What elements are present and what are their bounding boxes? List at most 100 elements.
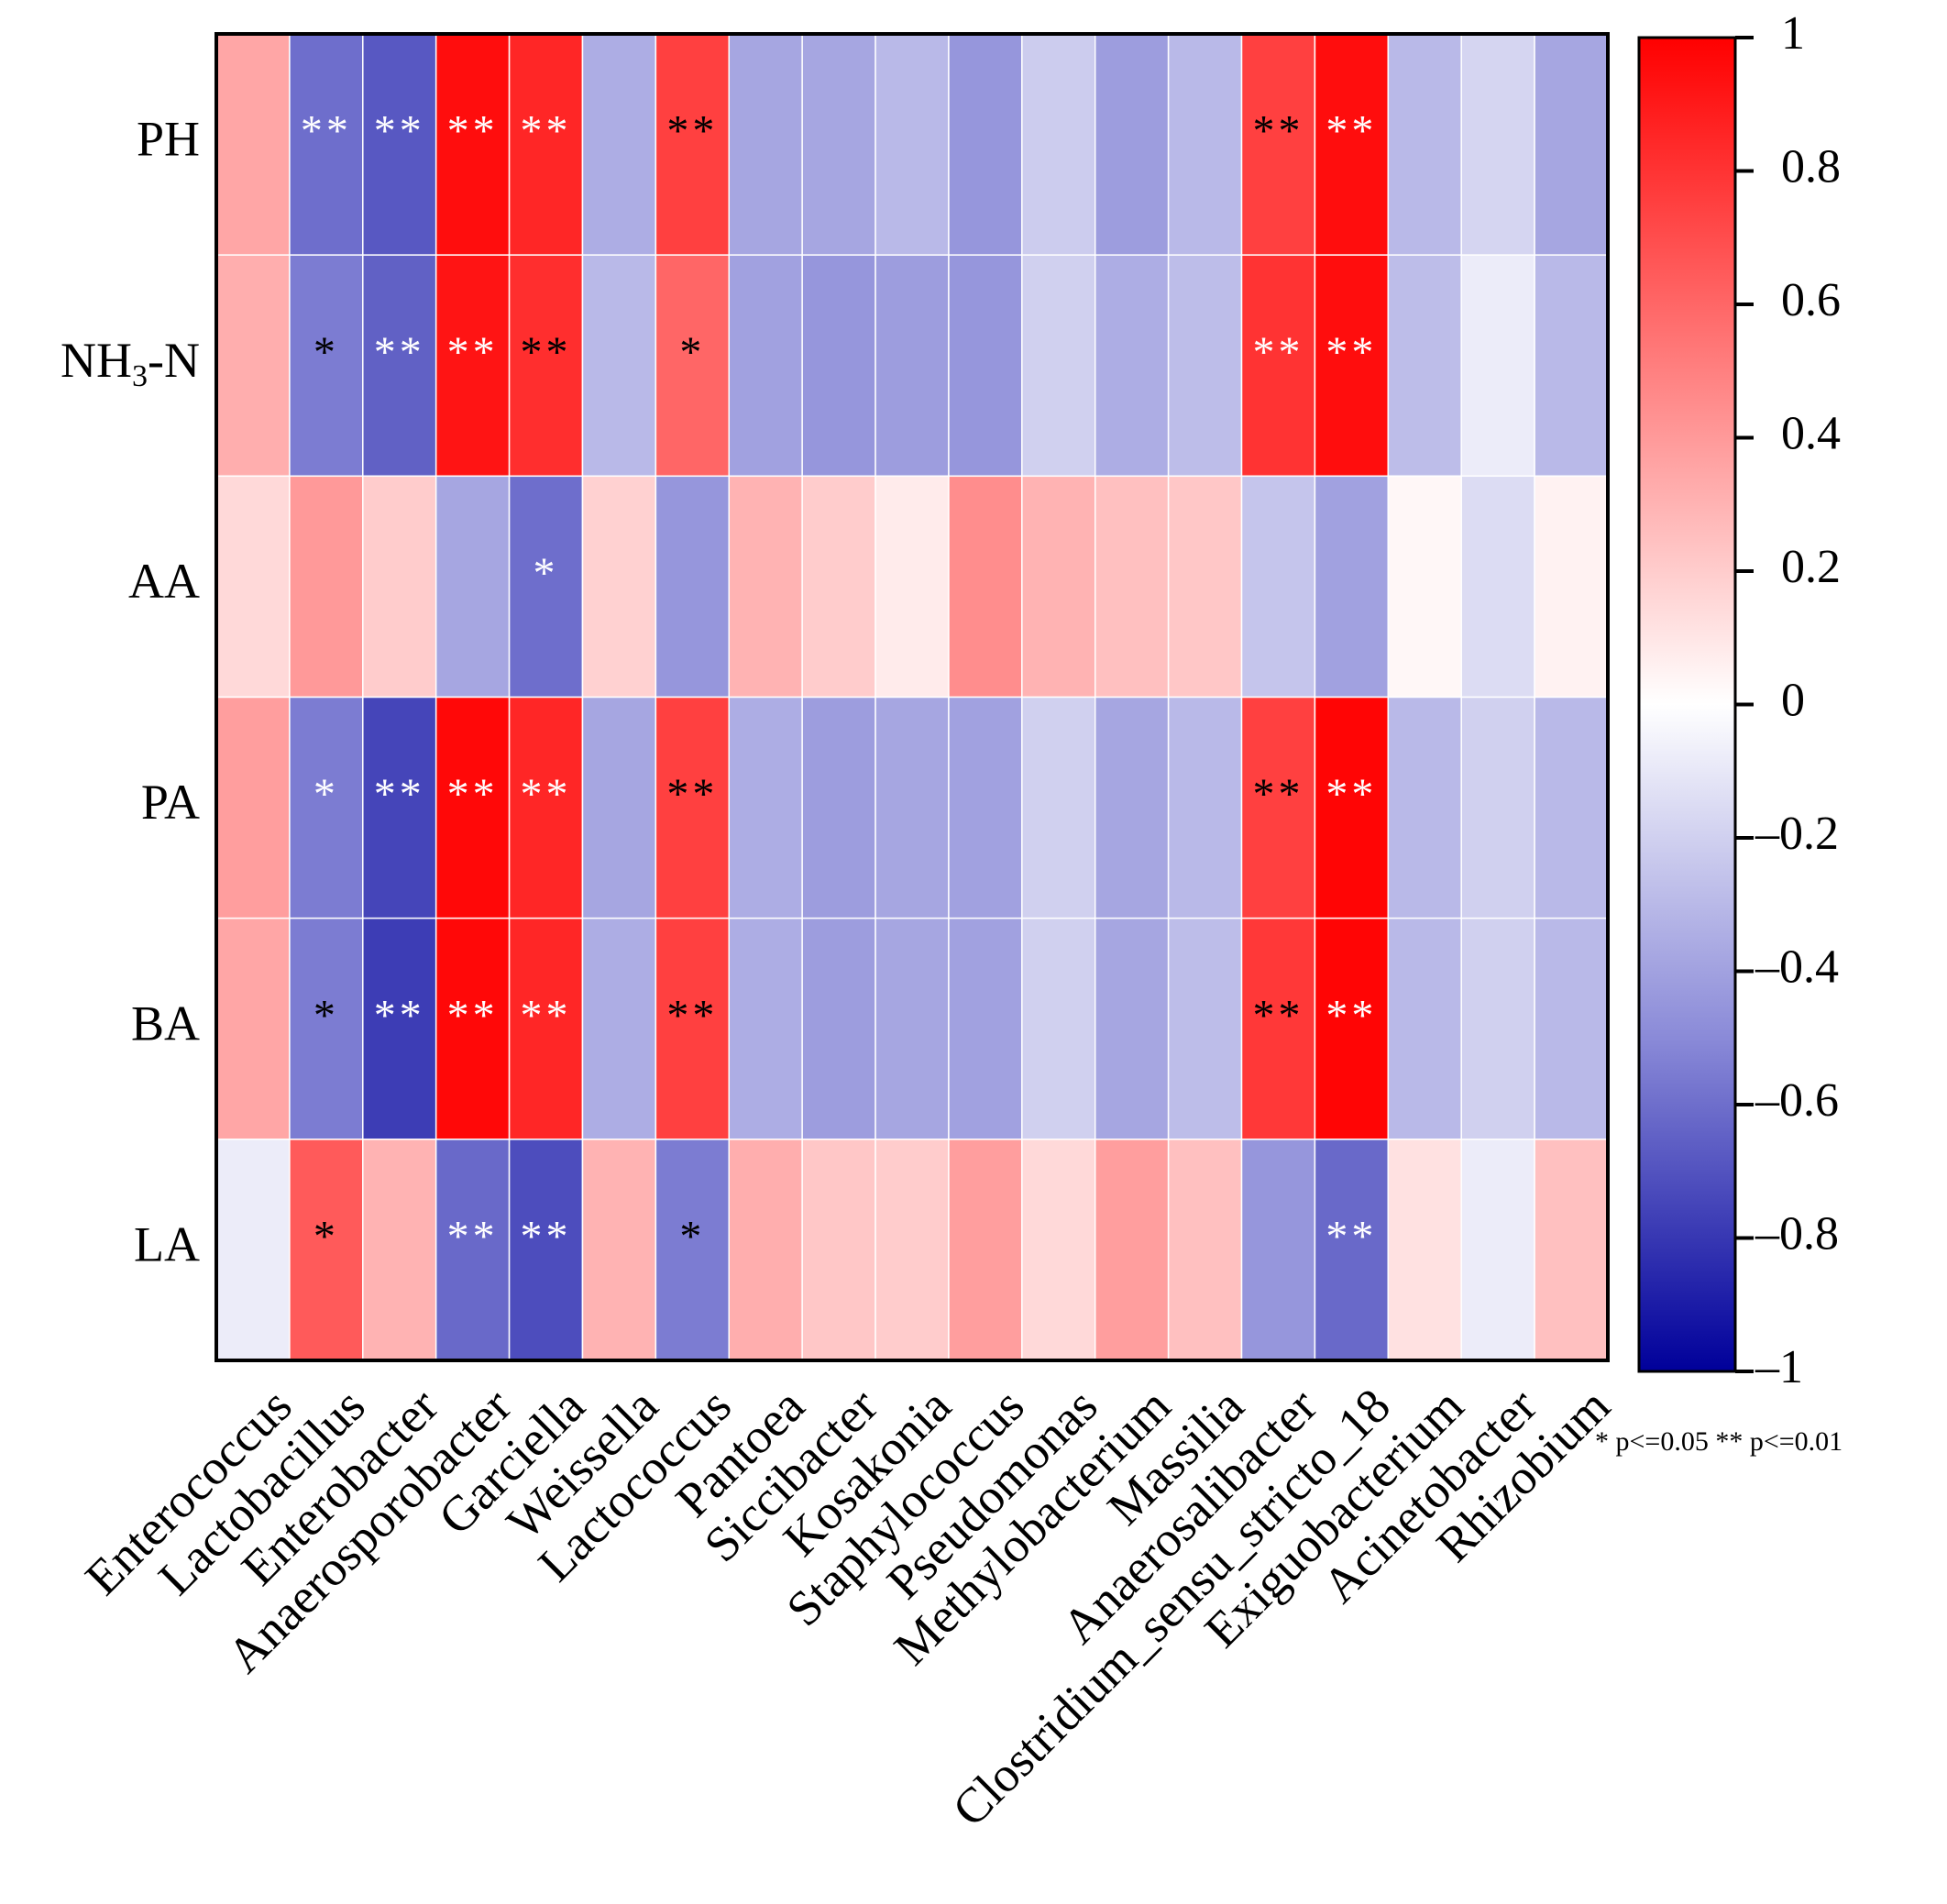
heatmap-cell xyxy=(434,1139,511,1361)
heatmap-cell xyxy=(1021,475,1096,699)
heatmap-cell xyxy=(874,475,950,699)
heatmap-cell xyxy=(654,254,731,478)
heatmap-cell xyxy=(1534,696,1609,919)
heatmap-cell xyxy=(1240,254,1316,478)
significance-marker: * xyxy=(314,991,339,1040)
heatmap-cell xyxy=(215,1139,291,1361)
heatmap-cell xyxy=(362,33,437,256)
heatmap-cell xyxy=(874,254,950,478)
significance-legend: * p<=0.05 ** p<=0.01 xyxy=(1595,1426,1842,1457)
heatmap-cell xyxy=(1460,696,1535,919)
row-labels: PH NH3-N AA PA BA LA xyxy=(60,112,200,1272)
significance-marker: ** xyxy=(447,991,499,1040)
heatmap-cell xyxy=(215,696,291,919)
heatmap-cell xyxy=(874,917,950,1140)
heatmap-cell xyxy=(215,475,291,699)
significance-marker: ** xyxy=(447,1212,499,1260)
heatmap-cell xyxy=(801,33,876,256)
heatmap-cell xyxy=(1240,1139,1316,1361)
heatmap-cell xyxy=(1021,33,1096,256)
heatmap-cell xyxy=(1094,696,1170,919)
significance-marker: ** xyxy=(301,107,352,156)
heatmap-cell xyxy=(1534,475,1609,699)
heatmap-cell xyxy=(728,33,803,256)
heatmap-cell xyxy=(362,1139,437,1361)
heatmap-cell xyxy=(728,254,803,478)
significance-marker: * xyxy=(314,770,339,819)
heatmap-cell xyxy=(948,696,1023,919)
heatmap-cell xyxy=(581,696,657,919)
heatmap-cell xyxy=(1021,696,1096,919)
heatmap-cell xyxy=(728,1139,803,1361)
heatmap-cell xyxy=(874,1139,950,1361)
heatmap-cell xyxy=(1094,33,1170,256)
heatmap-cell xyxy=(1240,696,1316,919)
heatmap-cell xyxy=(1167,254,1243,478)
row-label: AA xyxy=(128,554,200,609)
heatmap-cell xyxy=(948,475,1023,699)
heatmap-cell xyxy=(581,1139,657,1361)
plot-frame xyxy=(214,32,1610,1362)
significance-marker: ** xyxy=(1326,107,1377,156)
heatmap-cell xyxy=(801,254,876,478)
significance-marker: * xyxy=(679,1212,705,1260)
significance-marker: ** xyxy=(374,991,425,1040)
heatmap-cell xyxy=(728,696,803,919)
colorbar-tick-label: –0.2 xyxy=(1754,808,1839,860)
heatmap-cell xyxy=(362,475,437,699)
heatmap-cell xyxy=(581,33,657,256)
significance-marker: ** xyxy=(374,328,425,377)
heatmap-cell xyxy=(948,33,1023,256)
colorbar-tick-label: 1 xyxy=(1781,7,1805,60)
heatmap-cell xyxy=(289,254,364,478)
heatmap-cell xyxy=(1387,475,1462,699)
heatmap-cell xyxy=(289,33,364,256)
heatmap-cell xyxy=(1021,917,1096,1140)
heatmap-cell xyxy=(948,1139,1023,1361)
row-label: PH xyxy=(137,112,200,167)
heatmap-cell xyxy=(1460,33,1535,256)
heatmap-cell xyxy=(654,475,731,699)
heatmap-cell xyxy=(1387,1139,1462,1361)
heatmap-cell xyxy=(1534,1139,1609,1361)
row-label: PA xyxy=(141,775,200,830)
heatmap-cell xyxy=(654,33,731,256)
heatmap-cell xyxy=(1240,475,1316,699)
heatmap-cell xyxy=(948,917,1023,1140)
heatmap-cell xyxy=(1240,33,1316,256)
column-labels: EnterococcusLactobacillusEnterobacterAna… xyxy=(74,1378,1620,1837)
heatmap-cell xyxy=(1094,917,1170,1140)
heatmap-cell xyxy=(362,696,437,919)
colorbar-tick-label: –1 xyxy=(1754,1341,1803,1393)
colorbar-tick-label: 0.4 xyxy=(1781,407,1841,459)
heatmap-cell xyxy=(654,696,731,919)
significance-marker: ** xyxy=(666,991,718,1040)
heatmap-cell xyxy=(1167,696,1243,919)
heatmap-cell xyxy=(1314,917,1390,1140)
heatmap-cell xyxy=(581,475,657,699)
significance-marker: ** xyxy=(374,770,425,819)
significance-marker: ** xyxy=(1326,770,1377,819)
significance-marker: ** xyxy=(447,107,499,156)
heatmap-cell xyxy=(1460,475,1535,699)
colorbar-tick-label: 0.6 xyxy=(1781,274,1841,326)
heatmap-cell xyxy=(728,475,803,699)
heatmap-cell xyxy=(1387,917,1462,1140)
heatmap-cell xyxy=(801,1139,876,1361)
significance-marker: * xyxy=(534,549,559,598)
heatmap-cell xyxy=(289,917,364,1140)
significance-marker: ** xyxy=(666,770,718,819)
heatmap-cell xyxy=(801,475,876,699)
significance-marker: ** xyxy=(447,770,499,819)
heatmap-cell xyxy=(1387,33,1462,256)
significance-marker: ** xyxy=(521,770,572,819)
significance-marker: ** xyxy=(1326,328,1377,377)
significance-marker: ** xyxy=(666,107,718,156)
colorbar-tick-label: –0.8 xyxy=(1754,1207,1839,1260)
heatmap-cell xyxy=(289,696,364,919)
heatmap-cell xyxy=(508,33,584,256)
heatmap-cell xyxy=(1021,1139,1096,1361)
significance-markers: ** ** ** ** ** ** *** ** ** ** * ** **** ** ** ** ** ** **… xyxy=(301,107,1377,1261)
significance-marker: ** xyxy=(1252,770,1304,819)
